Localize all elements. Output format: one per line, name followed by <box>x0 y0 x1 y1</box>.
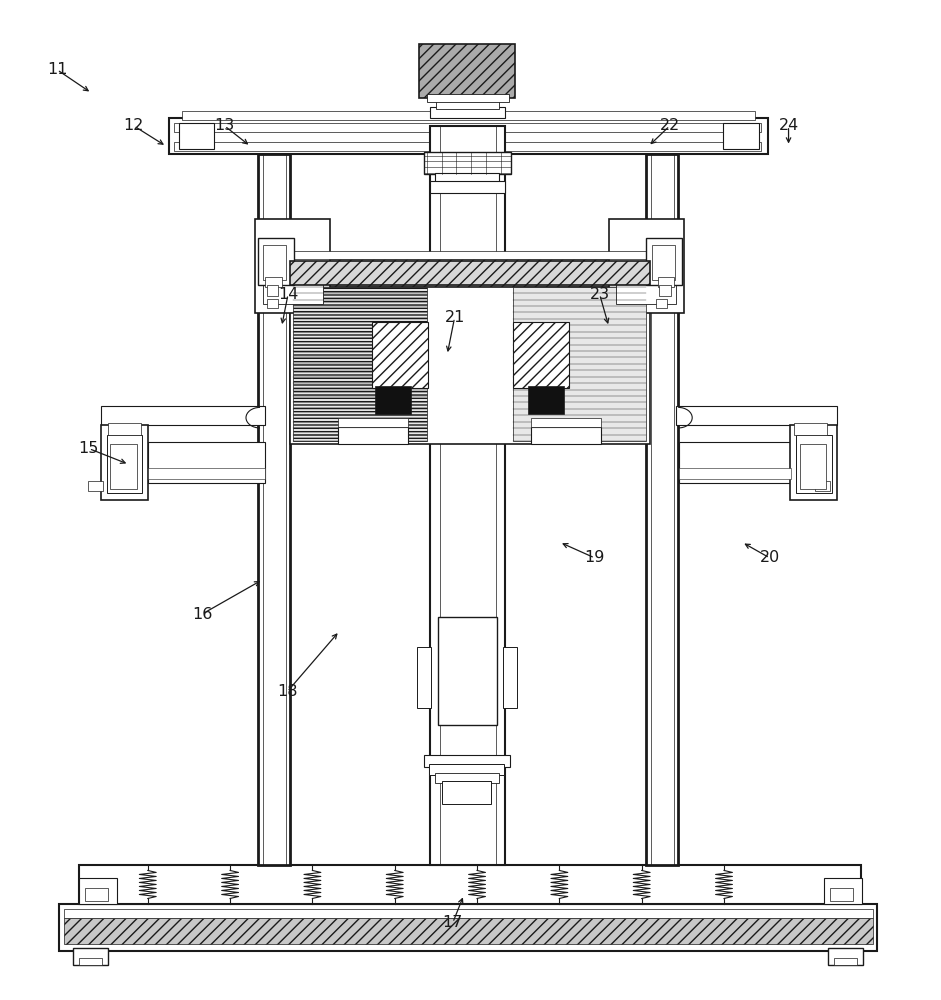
Bar <box>79 865 861 904</box>
Text: 18: 18 <box>277 684 297 699</box>
Bar <box>513 322 568 388</box>
Bar <box>652 245 676 280</box>
Bar <box>513 287 646 441</box>
Bar <box>429 764 504 775</box>
Bar <box>101 406 264 425</box>
Bar <box>679 468 791 479</box>
Text: 15: 15 <box>79 441 99 456</box>
Text: 24: 24 <box>778 118 799 133</box>
Bar <box>169 118 768 154</box>
Bar <box>794 423 827 435</box>
Bar <box>442 781 491 804</box>
Bar <box>828 948 864 965</box>
Bar <box>660 285 671 296</box>
Bar <box>290 259 650 287</box>
Bar <box>426 94 509 102</box>
Bar <box>290 251 650 259</box>
Bar <box>532 427 601 444</box>
Bar <box>148 442 264 483</box>
Bar <box>438 617 497 725</box>
Bar <box>59 904 877 951</box>
Bar <box>677 406 837 425</box>
Bar <box>679 442 791 483</box>
Bar <box>790 425 837 500</box>
Bar <box>179 123 215 149</box>
Bar <box>290 261 650 285</box>
Bar <box>88 481 103 491</box>
Text: 21: 21 <box>444 310 465 325</box>
Bar <box>609 219 684 313</box>
Bar <box>338 418 407 427</box>
Bar <box>263 280 323 304</box>
Bar <box>174 123 761 132</box>
Text: 11: 11 <box>47 62 68 77</box>
Bar <box>108 423 141 435</box>
Bar <box>503 647 518 708</box>
Bar <box>258 154 290 865</box>
Bar <box>85 888 108 901</box>
Bar <box>174 142 761 151</box>
Bar <box>532 418 601 427</box>
Bar <box>800 444 826 489</box>
Bar <box>646 154 678 865</box>
Bar <box>417 647 431 708</box>
Bar <box>529 386 564 414</box>
Bar <box>646 238 682 285</box>
Text: 23: 23 <box>589 287 610 302</box>
Bar <box>110 444 136 489</box>
Bar <box>436 100 500 109</box>
Bar <box>430 126 505 865</box>
Bar <box>430 181 505 193</box>
Bar <box>658 277 675 287</box>
Bar <box>263 245 286 280</box>
Bar <box>373 322 428 388</box>
Bar <box>64 918 872 944</box>
Text: 22: 22 <box>660 118 680 133</box>
Bar <box>255 219 330 313</box>
Bar <box>101 425 148 500</box>
Bar <box>148 468 264 479</box>
Text: 13: 13 <box>215 118 234 133</box>
Bar <box>435 773 499 783</box>
Bar <box>830 888 853 901</box>
Bar <box>815 481 830 491</box>
Bar <box>338 427 407 444</box>
Text: 16: 16 <box>192 607 213 622</box>
Bar <box>266 299 278 308</box>
Bar <box>423 755 510 767</box>
Text: 19: 19 <box>584 550 605 565</box>
Bar <box>430 107 505 118</box>
Bar <box>64 909 872 918</box>
Bar <box>375 386 410 414</box>
Bar <box>796 435 832 493</box>
Bar <box>723 123 758 149</box>
Bar <box>183 111 755 120</box>
Text: 20: 20 <box>759 550 780 565</box>
Bar <box>266 285 278 296</box>
Bar <box>423 152 511 174</box>
Bar <box>258 238 294 285</box>
Text: 17: 17 <box>442 915 463 930</box>
Bar <box>835 958 857 965</box>
Text: 14: 14 <box>278 287 298 302</box>
Bar <box>73 948 108 965</box>
Bar <box>264 277 281 287</box>
Bar <box>79 878 117 904</box>
Bar <box>824 878 862 904</box>
Bar <box>293 287 426 441</box>
Bar <box>106 435 142 493</box>
Text: 12: 12 <box>123 118 144 133</box>
Bar <box>435 173 499 184</box>
Bar <box>616 280 677 304</box>
Bar <box>290 285 650 444</box>
Bar <box>79 958 102 965</box>
Bar <box>656 299 667 308</box>
Bar <box>419 44 516 98</box>
